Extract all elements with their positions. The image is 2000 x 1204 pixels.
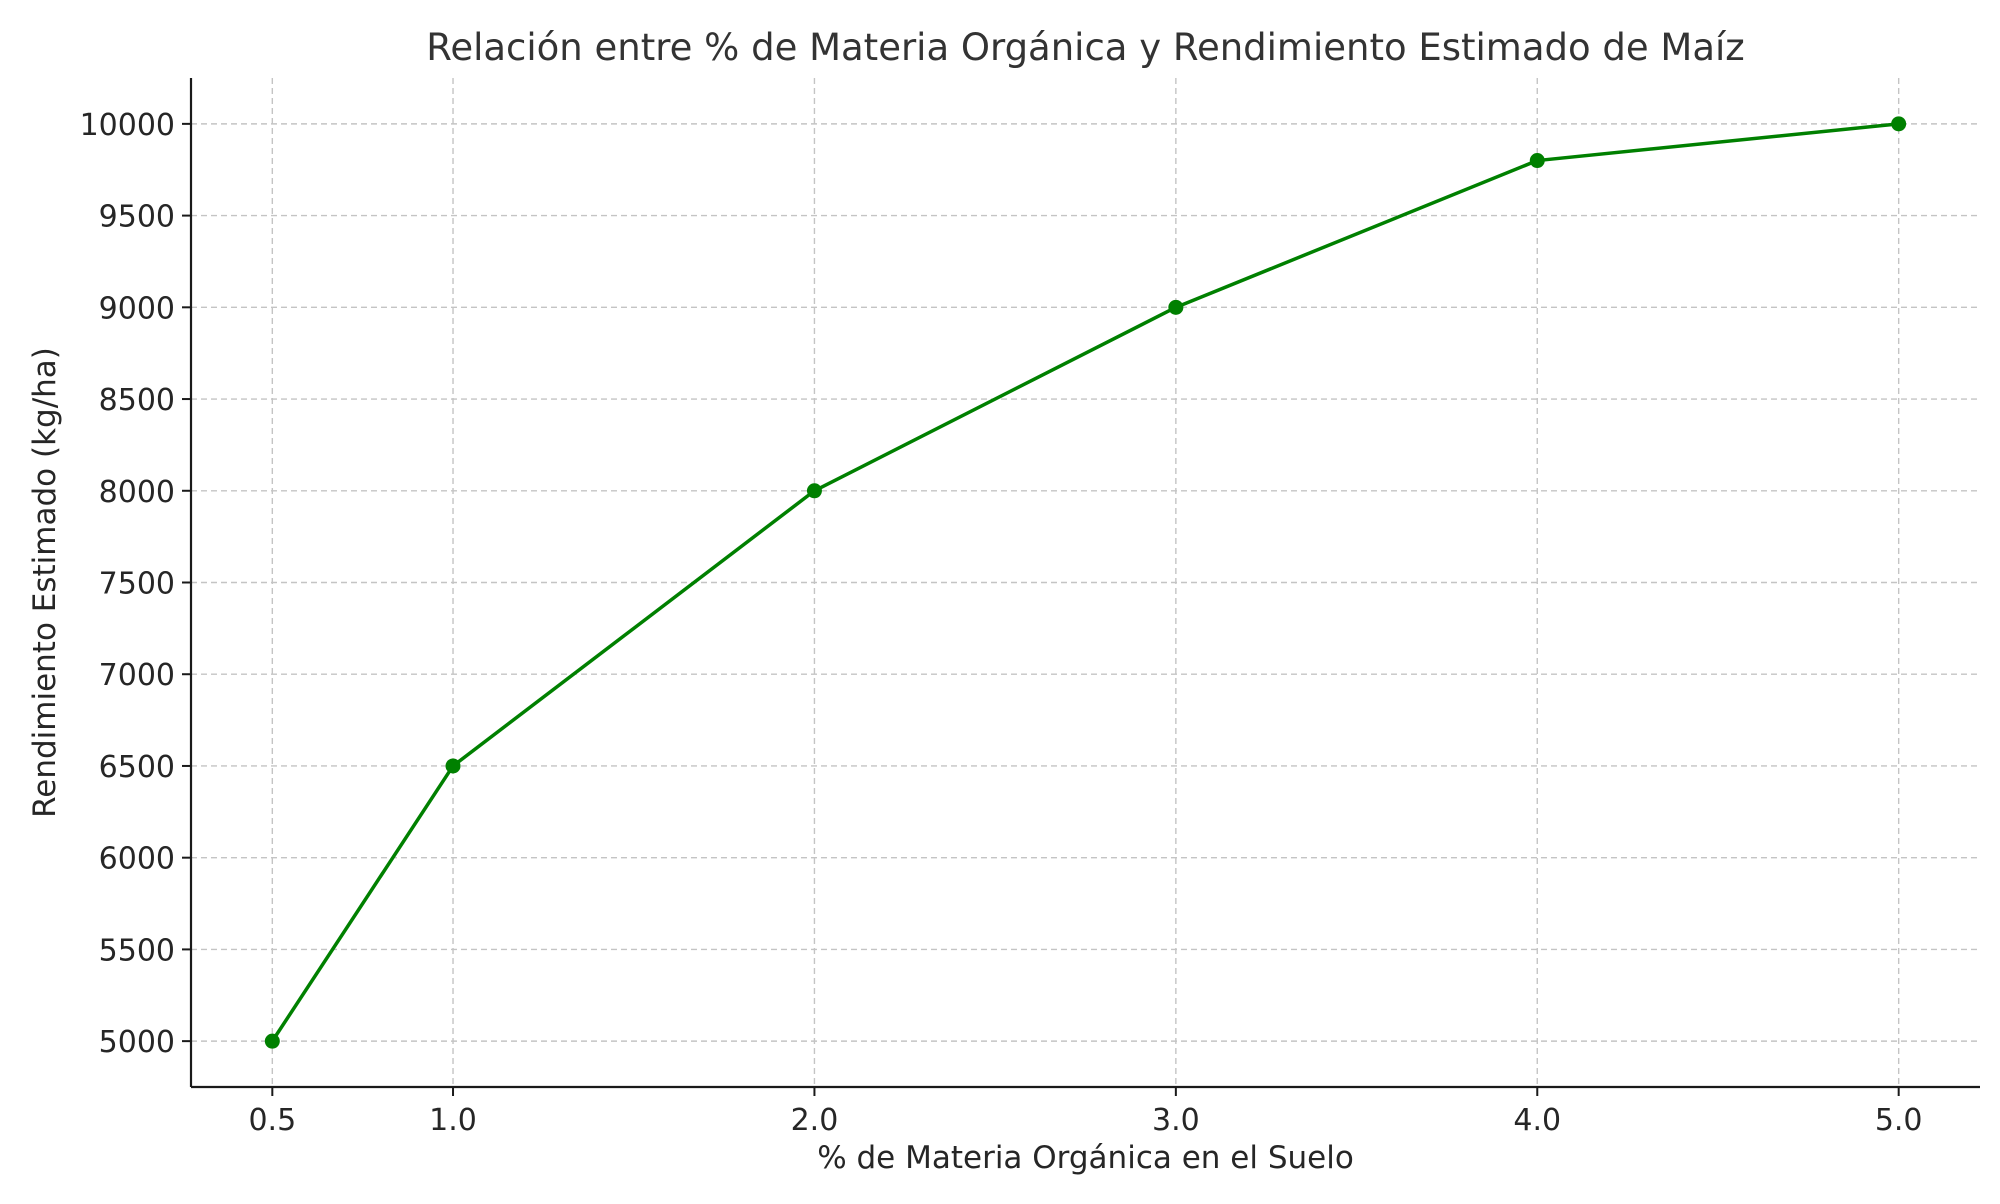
- y-axis-label: Rendimiento Estimado (kg/ha): [27, 347, 63, 818]
- data-point-marker: [445, 758, 461, 774]
- x-tick-label: 4.0: [1513, 1103, 1561, 1138]
- data-point-marker: [806, 483, 822, 499]
- ticks-layer: 5000 5500 6000 6500 7000 7500 8000 8500 9000 9500…: [80, 108, 1923, 1138]
- x-tick-label: 5.0: [1875, 1103, 1923, 1138]
- y-tick-label: 5500: [99, 933, 175, 968]
- data-point-marker: [264, 1033, 280, 1049]
- y-tick-label: 8000: [99, 475, 175, 510]
- series-layer: [264, 116, 1907, 1049]
- x-tick-label: 2.0: [791, 1103, 839, 1138]
- data-point-marker: [1168, 299, 1184, 315]
- chart-title: Relación entre % de Materia Orgánica y R…: [426, 26, 1744, 69]
- y-tick-label: 9000: [99, 291, 175, 326]
- y-tick-label: 9500: [99, 200, 175, 235]
- x-tick-label: 3.0: [1152, 1103, 1200, 1138]
- y-tick-label: 10000: [80, 108, 175, 143]
- y-tick-label: 7000: [99, 658, 175, 693]
- y-tick-label: 5000: [99, 1025, 175, 1060]
- series-line: [270, 122, 1899, 1043]
- x-tick-label: 1.0: [429, 1103, 477, 1138]
- x-axis-label: % de Materia Orgánica en el Suelo: [817, 1140, 1354, 1176]
- y-tick-label: 6500: [99, 750, 175, 785]
- data-point-marker: [1891, 116, 1907, 132]
- x-tick-label: 0.5: [248, 1103, 296, 1138]
- y-tick-label: 7500: [99, 567, 175, 602]
- y-tick-label: 8500: [99, 383, 175, 418]
- data-point-marker: [1529, 153, 1545, 169]
- grid-layer: [191, 78, 1980, 1087]
- y-tick-label: 6000: [99, 842, 175, 877]
